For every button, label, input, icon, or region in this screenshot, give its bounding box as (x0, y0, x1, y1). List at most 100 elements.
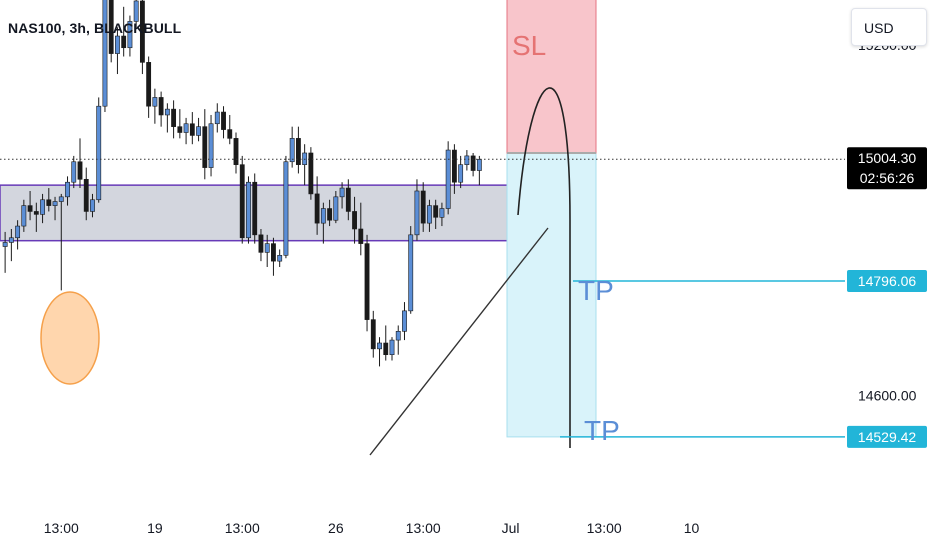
candle (214, 103, 220, 133)
candle-body (177, 126, 183, 133)
target-2-badge-bg (847, 425, 927, 448)
candle (289, 126, 295, 168)
candle (458, 155, 464, 189)
candle (383, 325, 389, 361)
support-zone (0, 184, 566, 242)
candle-body (264, 243, 270, 253)
candle (102, 0, 108, 113)
candle (358, 202, 364, 256)
candle (77, 138, 83, 189)
candle-body (46, 199, 52, 206)
candle (196, 117, 201, 142)
candle (46, 188, 52, 212)
candle-body (65, 181, 70, 198)
candle-body (158, 97, 164, 116)
candle (115, 27, 120, 75)
candle (451, 144, 457, 194)
highlight-circle (40, 291, 100, 385)
candle-body (383, 342, 389, 356)
candle-body (108, 0, 114, 54)
candle-body (8, 237, 14, 243)
candle (427, 199, 432, 232)
candle-body (221, 111, 226, 130)
candle (352, 196, 357, 244)
candle-body (458, 164, 464, 183)
sl-label: SL (512, 30, 546, 61)
candle (83, 167, 89, 221)
target-2-badge-label: 14529.42 (858, 429, 917, 445)
candle-body (90, 199, 95, 212)
candle (127, 15, 133, 57)
projected-path (517, 87, 571, 448)
candle (189, 112, 195, 145)
candle (314, 176, 320, 235)
candle (33, 202, 39, 232)
candle (395, 325, 401, 355)
candle-body (289, 138, 295, 163)
take-profit-zone (506, 152, 597, 438)
candle (295, 126, 301, 174)
candle-body (352, 211, 357, 230)
candle-body (451, 149, 457, 183)
candle-body (402, 310, 407, 332)
candle-body (364, 243, 370, 320)
candle-body (464, 155, 470, 165)
candle-body (295, 138, 301, 165)
time-tick-label: 10 (684, 520, 700, 536)
candle (439, 202, 445, 227)
candle (152, 88, 158, 124)
candle (345, 179, 351, 221)
candle (302, 144, 308, 186)
candle-body (420, 190, 426, 224)
candle-body (476, 159, 482, 171)
candle-body (15, 225, 21, 239)
candle-body (146, 62, 152, 107)
candle-body (164, 108, 170, 116)
candle (121, 6, 127, 57)
candle (476, 155, 482, 186)
currency-label: USD (864, 20, 894, 36)
candle-body (445, 149, 451, 209)
candle-body (96, 105, 102, 201)
currency-selector[interactable]: USD (851, 8, 927, 46)
candle (402, 302, 407, 341)
candle-body (470, 155, 476, 171)
candle (377, 337, 382, 367)
candle-body (77, 161, 83, 180)
candle-body (52, 201, 58, 206)
candle (408, 226, 414, 314)
candle-body (414, 190, 420, 236)
bar-countdown-label: 02:56:26 (860, 170, 915, 186)
candle-body (115, 35, 120, 54)
candle-body (233, 138, 239, 165)
candle-body (271, 243, 276, 262)
candle-body (252, 181, 258, 236)
candle-body (439, 208, 445, 218)
candle-body (239, 164, 245, 239)
stop-loss-zone (506, 0, 597, 154)
candle (283, 155, 289, 259)
candle (414, 179, 420, 241)
candle (158, 91, 164, 127)
candle-body (333, 196, 339, 221)
time-tick-label: 19 (147, 520, 163, 536)
candle (227, 114, 233, 145)
candle (65, 176, 70, 206)
candle (8, 228, 14, 262)
candle-body (433, 205, 439, 218)
candle-body (258, 234, 264, 253)
time-tick-label: 26 (328, 520, 344, 536)
candle-body (133, 0, 139, 22)
candle-body (58, 196, 64, 202)
candle (258, 228, 264, 262)
candle-body (308, 152, 314, 195)
time-tick-label: 13:00 (587, 520, 622, 536)
candle (71, 155, 77, 189)
candle (96, 97, 102, 203)
candle-body (358, 228, 364, 244)
candle-body (71, 161, 77, 183)
candle-body (345, 187, 351, 212)
time-tick-label: Jul (502, 520, 520, 536)
chart-title: NAS100, 3h, BLACKBULL (8, 20, 182, 36)
